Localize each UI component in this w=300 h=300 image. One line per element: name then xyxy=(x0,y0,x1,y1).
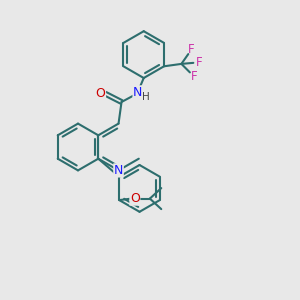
Text: O: O xyxy=(96,86,106,100)
Text: F: F xyxy=(188,43,195,56)
Text: N: N xyxy=(133,86,142,99)
Text: F: F xyxy=(195,56,202,69)
Text: H: H xyxy=(142,92,150,102)
Text: F: F xyxy=(190,70,197,83)
Text: O: O xyxy=(130,192,140,205)
Text: N: N xyxy=(114,164,123,177)
